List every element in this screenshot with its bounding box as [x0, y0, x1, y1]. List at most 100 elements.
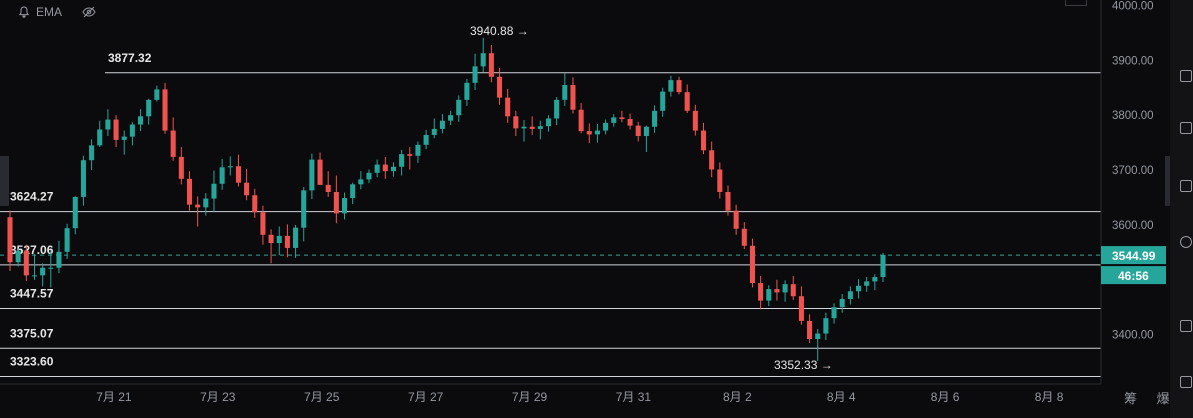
candle-body	[586, 131, 592, 135]
candle-body	[839, 298, 845, 308]
candle	[325, 171, 331, 197]
candle	[186, 171, 193, 211]
x-tick-label: 7月 29	[512, 390, 548, 404]
candle-body	[121, 136, 127, 140]
toolbar-icon-3[interactable]	[1180, 180, 1192, 192]
candle-body	[676, 80, 682, 93]
candle-body	[782, 284, 788, 293]
left-panel-toggle[interactable]	[0, 156, 9, 206]
level-label: 3375.07	[10, 326, 54, 340]
top-panel-tab[interactable]	[1065, 0, 1087, 6]
candle	[399, 149, 405, 176]
candle	[235, 154, 241, 187]
x-tick-label: 7月 25	[304, 390, 340, 404]
candle-body	[431, 128, 437, 135]
candle	[48, 250, 54, 288]
candle	[847, 286, 853, 305]
toolbar-icon-2[interactable]	[1180, 122, 1192, 134]
candle-body	[766, 289, 772, 301]
candle	[105, 109, 111, 137]
candle-body	[325, 184, 331, 192]
candle-body	[317, 159, 323, 185]
candle-body	[562, 85, 568, 100]
candle	[423, 130, 429, 150]
candle	[7, 210, 13, 271]
indicator-name[interactable]: EMA	[36, 5, 63, 19]
y-tick-label: 3400.00	[1112, 330, 1154, 342]
candle-body	[138, 116, 144, 125]
candle-body	[823, 318, 829, 334]
toolbar-icon-1[interactable]	[1180, 70, 1192, 82]
candle	[725, 185, 731, 216]
eye-off-icon[interactable]	[82, 6, 96, 18]
candle-body	[709, 150, 715, 170]
candle	[203, 193, 209, 216]
candle	[603, 119, 609, 135]
candle-body	[366, 172, 372, 180]
toolbar-icon-4[interactable]	[1180, 236, 1192, 248]
candle-body	[7, 217, 13, 263]
candle-body	[415, 144, 421, 156]
candle	[692, 104, 698, 136]
candle-body	[807, 320, 813, 340]
candle-body	[464, 82, 470, 100]
candle	[366, 169, 372, 184]
candle	[815, 329, 821, 361]
candle	[72, 196, 78, 235]
bell-icon[interactable]	[18, 6, 30, 18]
candle-body	[619, 117, 625, 120]
indicator-bar[interactable]: EMA	[18, 3, 96, 21]
candle-body	[146, 99, 152, 117]
candle	[798, 286, 804, 325]
candle	[138, 109, 144, 132]
price-axis[interactable]: 3400.00 3600.00 3700.00 3800.00 3900.00 4000.…	[1112, 0, 1154, 341]
toolbar-icon-5[interactable]	[1180, 320, 1192, 332]
low-annotation: 3352.33 →	[774, 358, 833, 372]
candle	[513, 110, 519, 137]
candle-body	[374, 164, 380, 173]
candle-body	[154, 89, 160, 100]
candle-body	[358, 179, 364, 185]
x-tick-label: 8月 6	[931, 390, 960, 404]
candle-body	[97, 129, 103, 146]
bottom-right-labels[interactable]: 筹 爆	[1124, 391, 1178, 406]
candle	[97, 120, 103, 148]
y-tick-label: 3600.00	[1112, 220, 1154, 232]
candle-body	[284, 235, 290, 248]
candle-body	[407, 154, 413, 156]
candle	[537, 120, 543, 140]
candle-body	[390, 166, 396, 172]
candle	[676, 76, 682, 95]
candle	[741, 222, 747, 250]
candle-body	[235, 166, 241, 183]
candle-body	[847, 291, 853, 299]
candle-body	[56, 251, 62, 268]
candle-body	[260, 212, 266, 235]
candle-body	[684, 92, 690, 111]
candle-body	[382, 164, 388, 172]
candle-body	[23, 250, 29, 276]
annotations: 3940.88 → 3352.33 →	[470, 24, 833, 372]
candle-body	[268, 234, 274, 244]
candle	[700, 122, 707, 155]
time-axis[interactable]: 7月 21 7月 23 7月 25 7月 27 7月 29 7月 31 8月 2 8月 4 8月…	[96, 390, 1063, 404]
candle-body	[276, 235, 282, 244]
candle-body	[89, 145, 95, 161]
candle-body	[627, 119, 633, 126]
candle-body	[578, 109, 584, 132]
y-tick-label: 3900.00	[1112, 55, 1154, 67]
candle	[831, 303, 837, 324]
candle	[268, 229, 274, 264]
candle	[407, 147, 413, 170]
candle	[464, 78, 470, 106]
toolbar-icon-6[interactable]	[1180, 376, 1192, 388]
candle	[594, 123, 600, 143]
candle	[350, 182, 356, 205]
candle	[521, 120, 527, 142]
candle	[627, 113, 633, 130]
right-panel-toggle[interactable]	[1165, 156, 1174, 206]
level-label: 3323.60	[10, 355, 54, 369]
candle	[823, 312, 829, 341]
candle-body	[554, 99, 560, 119]
